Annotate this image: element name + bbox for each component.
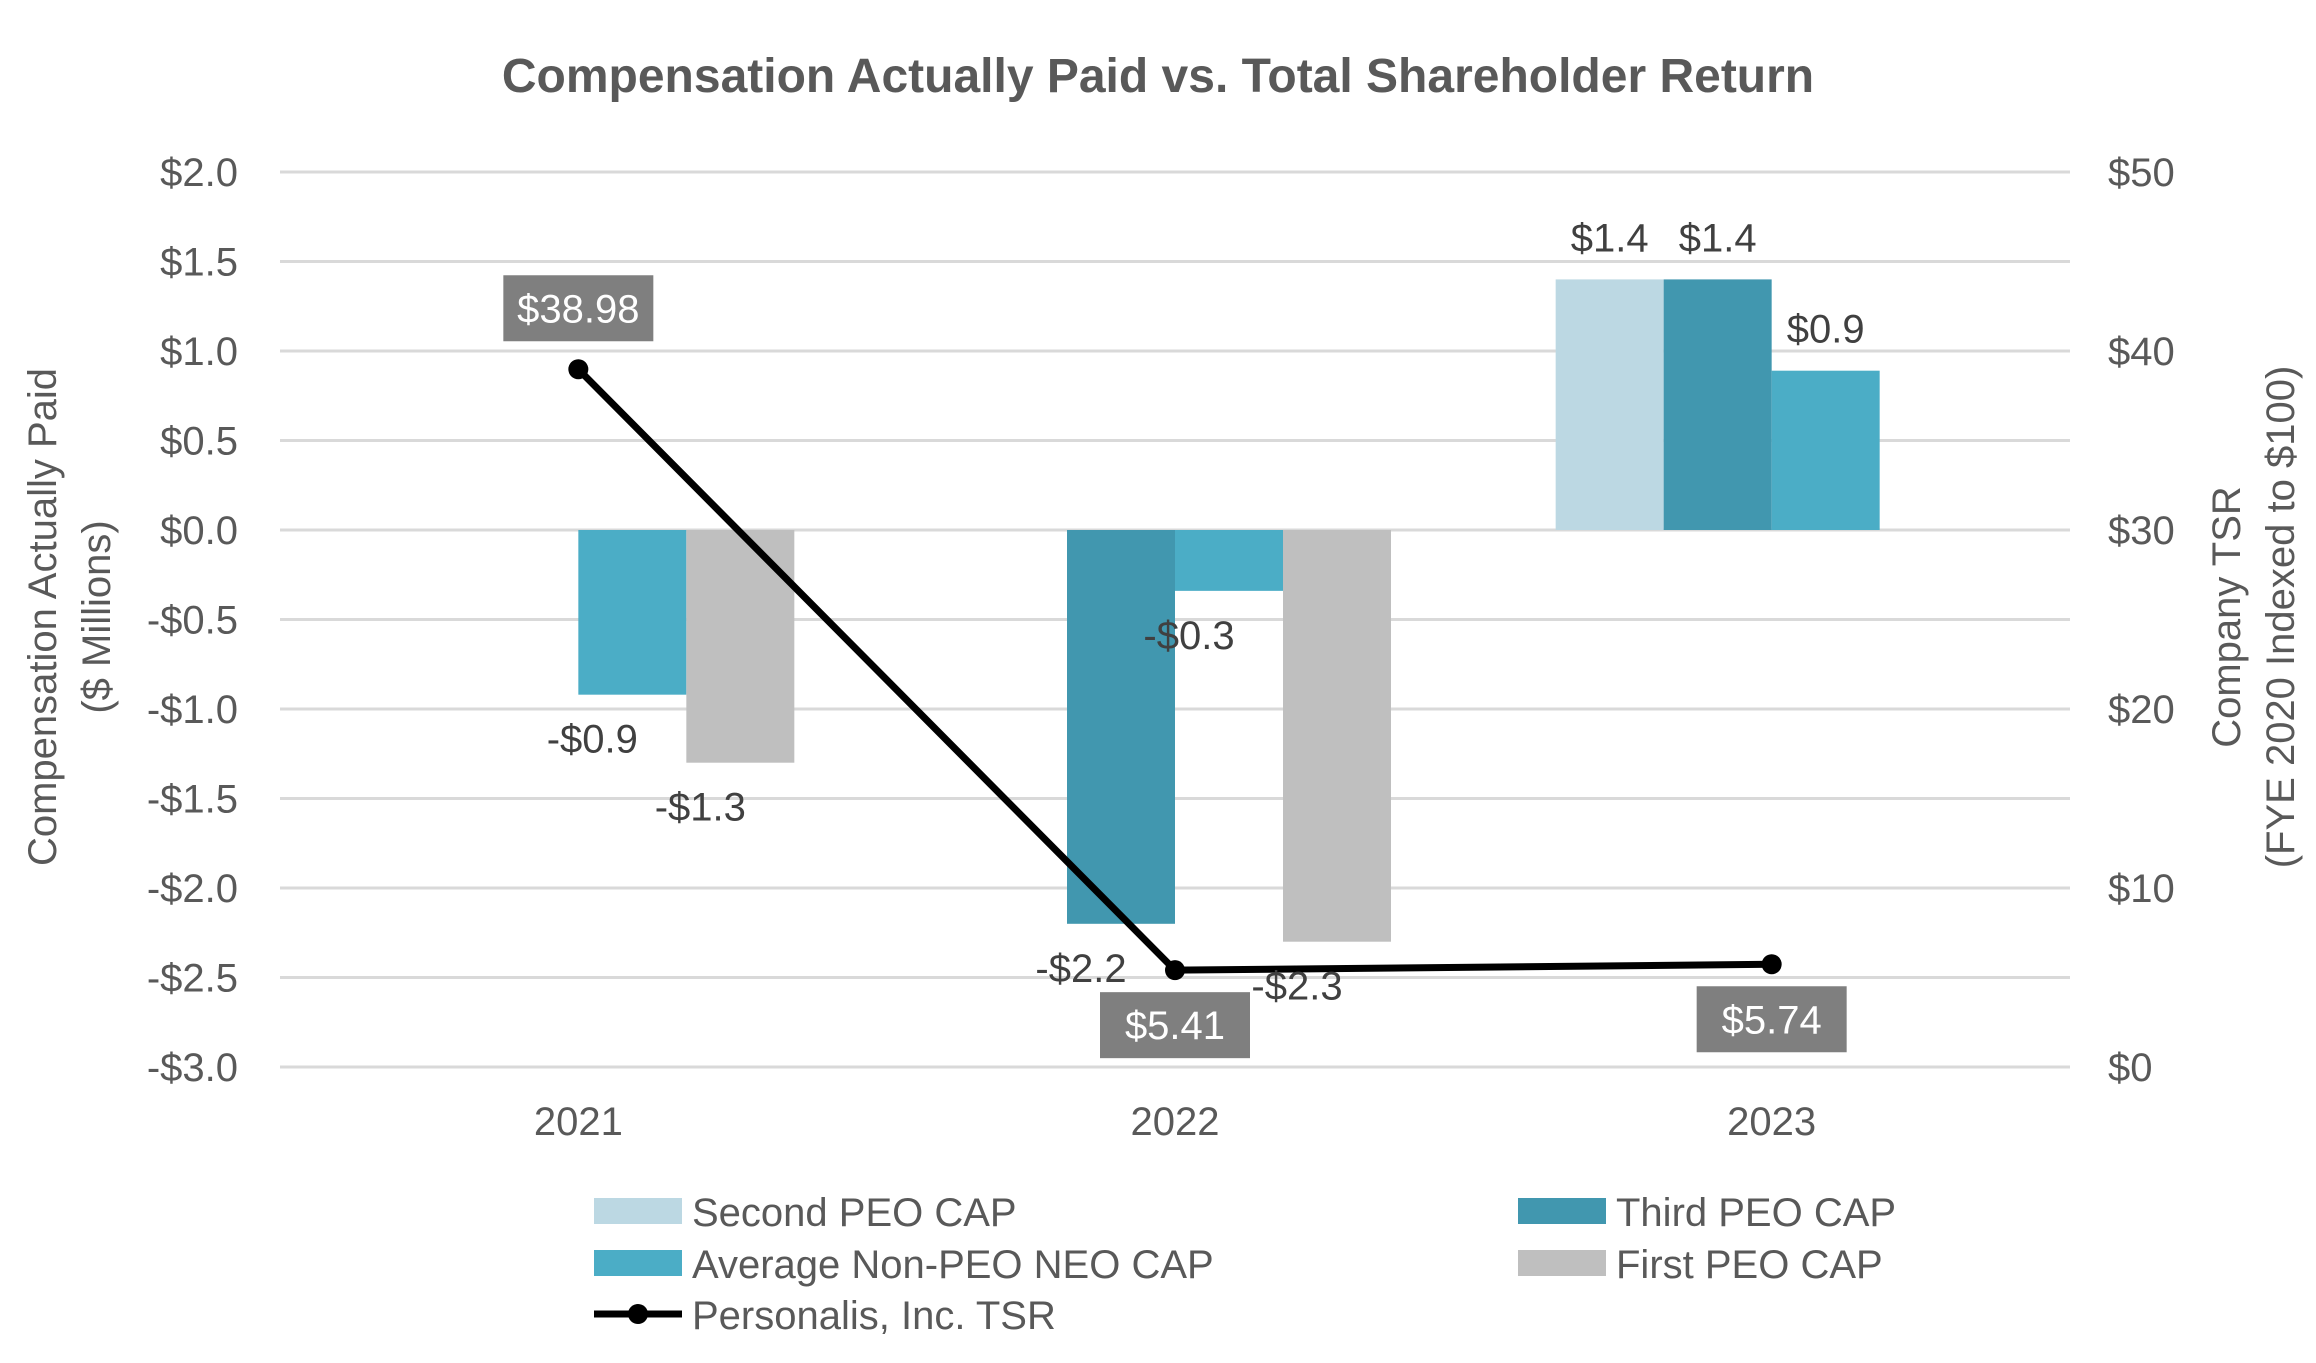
bar (1175, 530, 1283, 591)
tsr-label: $38.98 (517, 287, 639, 331)
chart-title: Compensation Actually Paid vs. Total Sha… (502, 50, 1814, 103)
x-tick: 2022 (1131, 1100, 1220, 1144)
y-axis-right-label-line2: (FYE 2020 Indexed to $100) (2259, 366, 2303, 869)
data-label: $1.4 (1571, 216, 1649, 260)
data-label: $0.9 (1787, 308, 1865, 352)
data-label: -$2.2 (1035, 947, 1126, 991)
y-tick-left: -$0.5 (147, 599, 238, 643)
y-tick-left: $1.0 (160, 330, 238, 374)
legend-label-third-peo-cap: Third PEO CAP (1616, 1191, 1896, 1235)
axis-layer: $2.0 $1.5 $1.0 $0.5 $0.0 -$0.5 -$1.0 -$1.5 -$2.0… (147, 151, 2175, 1144)
y-tick-left: -$1.0 (147, 688, 238, 732)
legend-label-second-peo-cap: Second PEO CAP (692, 1191, 1017, 1235)
legend-marker-tsr (628, 1304, 648, 1324)
tsr-label: $5.41 (1125, 1004, 1225, 1048)
y-tick-left: -$2.0 (147, 867, 238, 911)
data-label: -$0.9 (547, 718, 638, 762)
y-tick-left: -$3.0 (147, 1046, 238, 1090)
y-tick-right: $0 (2108, 1046, 2153, 1090)
bar (1283, 530, 1391, 942)
y-tick-right: $50 (2108, 151, 2175, 195)
data-label: -$2.3 (1251, 965, 1342, 1009)
y-tick-left: -$1.5 (147, 778, 238, 822)
tsr-point (1761, 954, 1782, 975)
legend-swatch-average-non-peo-neo-cap (594, 1250, 682, 1276)
y-tick-left: -$2.5 (147, 957, 238, 1001)
legend: Second PEO CAP Third PEO CAP Average Non… (594, 1191, 1896, 1338)
x-tick: 2021 (534, 1100, 623, 1144)
line-layer (568, 359, 1782, 981)
bar (1067, 530, 1175, 924)
legend-swatch-first-peo-cap (1518, 1250, 1606, 1276)
y-tick-left: $0.5 (160, 420, 238, 464)
bar-layer (578, 279, 1880, 942)
tsr-point (1165, 960, 1185, 981)
tsr-label: $5.74 (1722, 998, 1822, 1042)
y-tick-right: $40 (2108, 330, 2175, 374)
y-tick-left: $2.0 (160, 151, 238, 195)
y-axis-left-label-line1: Compensation Actually Paid (21, 368, 65, 866)
y-tick-right: $20 (2108, 688, 2175, 732)
tsr-label-box (1696, 986, 1847, 1053)
legend-label-average-non-peo-neo-cap: Average Non-PEO NEO CAP (692, 1243, 1214, 1287)
y-tick-left: $0.0 (160, 509, 238, 553)
y-tick-right: $30 (2108, 509, 2175, 553)
legend-swatch-second-peo-cap (594, 1198, 682, 1224)
legend-swatch-third-peo-cap (1518, 1198, 1606, 1224)
y-tick-right: $10 (2108, 867, 2175, 911)
label-layer: $1.4 -$2.2 $1.4 -$0.9 -$0.3 $0.9 -$1.3 -$2.3 $38… (503, 216, 1865, 1059)
legend-label-tsr: Personalis, Inc. TSR (692, 1294, 1056, 1338)
bar (1771, 370, 1880, 530)
tsr-label-box (1100, 992, 1250, 1059)
y-axis-right-label-line1: Company TSR (2205, 486, 2249, 748)
bar (1663, 279, 1772, 530)
bar (686, 530, 795, 763)
x-tick: 2023 (1727, 1100, 1816, 1144)
y-axis-left-label-line2: ($ Millions) (75, 520, 119, 713)
data-label: $1.4 (1679, 216, 1757, 260)
data-label: -$0.3 (1143, 614, 1234, 658)
bar (578, 530, 687, 695)
tsr-label-box (503, 275, 654, 342)
data-label: -$1.3 (655, 786, 746, 830)
legend-label-first-peo-cap: First PEO CAP (1616, 1243, 1883, 1287)
bar (1555, 279, 1664, 530)
y-tick-left: $1.5 (160, 241, 238, 285)
tsr-point (568, 359, 589, 380)
